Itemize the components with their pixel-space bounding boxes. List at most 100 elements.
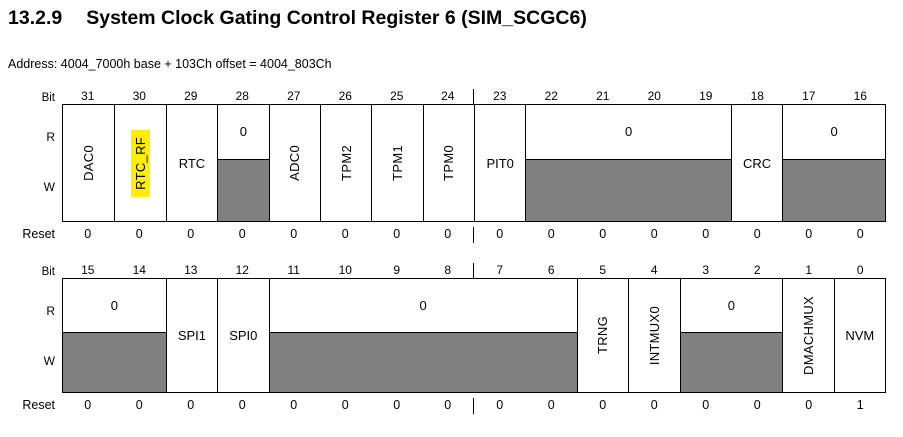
reset-value-bit-4: 0 [650, 398, 658, 412]
reserved-field-cell: 0 [679, 279, 783, 392]
reset-value-bit-22: 0 [547, 227, 555, 241]
reserved-field-cell: 0 [525, 105, 731, 221]
bit-row-label: Bit [41, 266, 55, 278]
read-write-labels: R W [0, 104, 62, 222]
reset-value-bit-18: 0 [753, 227, 761, 241]
reset-value-bit-13: 0 [187, 398, 195, 412]
field-label-intmux0: INTMUX0 [646, 305, 662, 366]
reserved-write-area [218, 158, 269, 221]
reserved-field-cell: 0 [782, 105, 885, 221]
field-label-tpm0: TPM0 [441, 145, 457, 181]
field-cell-adc0: ADC0 [268, 105, 320, 221]
bit-number-27: 27 [287, 89, 301, 103]
reset-value-bit-28: 0 [238, 227, 246, 241]
field-cell-rtc_rf: RTC_RF [114, 105, 166, 221]
register-diagram-bits-15-0: Bit 15 14 13 12 11 10 9 8 7 6 5 4 3 2 1 0 R W 0 SPI1 SPI0… [0, 261, 890, 414]
reset-value-bit-25: 0 [393, 227, 401, 241]
reset-value-bit-27: 0 [290, 227, 298, 241]
field-cell-nvm: NVM [833, 279, 885, 392]
reserved-write-area [680, 331, 783, 392]
bit-number-22: 22 [544, 89, 558, 103]
bit-number-13: 13 [184, 263, 198, 277]
reserved-read-zero: 0 [830, 124, 838, 140]
field-cell-spi0: SPI0 [217, 279, 269, 392]
bit-number-11: 11 [287, 263, 300, 277]
read-label: R [46, 304, 55, 318]
field-box-row: R W DAC0 RTC_RF RTC 0 ADC0 TPM2 TPM1 TPM0 PIT0 0 C… [0, 104, 890, 222]
field-box-row: R W 0 SPI1 SPI0 0 TRNG INTMUX0 0 DMACHMUX NVM [0, 278, 890, 393]
reserved-read-zero: 0 [110, 297, 118, 313]
field-label-crc: CRC [742, 155, 772, 171]
reset-value-bit-8: 0 [423, 398, 474, 414]
field-cell-tpm1: TPM1 [371, 105, 423, 221]
reset-value-bit-29: 0 [187, 227, 195, 241]
bit-number-8: 8 [423, 263, 474, 278]
bit-number-row: Bit 15 14 13 12 11 10 9 8 7 6 5 4 3 2 1 0 [0, 261, 890, 278]
reserved-field-cell: 0 [63, 279, 166, 392]
bit-number-1: 1 [805, 263, 813, 277]
reset-value-bit-1: 0 [805, 398, 813, 412]
bit-numbers: 31 30 29 28 27 26 25 24 23 22 21 20 19 18 17 16 [62, 89, 886, 104]
reset-value-bit-19: 0 [702, 227, 710, 241]
reserved-read-zero: 0 [625, 124, 633, 140]
bit-number-5: 5 [599, 263, 607, 277]
reset-row: Reset 0 0 0 0 0 0 0 0 0 0 0 0 0 0 0 1 [0, 398, 890, 414]
reset-value-bit-15: 0 [84, 398, 92, 412]
reset-value-bit-31: 0 [84, 227, 92, 241]
reserved-field-cell: 0 [217, 105, 269, 221]
bit-number-12: 12 [235, 263, 249, 277]
field-label-tpm2: TPM2 [338, 145, 354, 181]
reset-value-bit-2: 0 [753, 398, 761, 412]
reset-value-bit-12: 0 [238, 398, 246, 412]
field-cell-dmachmux: DMACHMUX [782, 279, 834, 392]
field-label-adc0: ADC0 [287, 145, 303, 181]
page-title: 13.2.9 System Clock Gating Control Regist… [8, 7, 587, 30]
bit-number-31: 31 [81, 89, 95, 103]
field-cell-intmux0: INTMUX0 [628, 279, 680, 392]
reset-value-bit-3: 0 [702, 398, 710, 412]
reserved-write-area [269, 331, 577, 392]
read-label: R [46, 130, 55, 144]
write-label: W [43, 354, 55, 368]
bit-number-19: 19 [699, 89, 713, 103]
field-label-spi0: SPI0 [229, 328, 258, 343]
bit-number-row: Bit 31 30 29 28 27 26 25 24 23 22 21 20 19 18 17 16 [0, 87, 890, 104]
field-cell-crc: CRC [730, 105, 783, 221]
bit-number-30: 30 [132, 89, 146, 103]
bit-number-2: 2 [753, 263, 761, 277]
field-label-trng: TRNG [595, 316, 611, 355]
reset-value-bit-20: 0 [650, 227, 658, 241]
reset-value-bit-16: 0 [856, 227, 864, 241]
bit-numbers: 15 14 13 12 11 10 9 8 7 6 5 4 3 2 1 0 [62, 263, 886, 278]
reset-value-bit-5: 0 [599, 398, 607, 412]
reset-value-bit-24: 0 [423, 227, 474, 243]
write-label: W [43, 180, 55, 194]
bit-number-17: 17 [802, 89, 816, 103]
field-label-rtc: RTC [178, 155, 206, 171]
field-label-nvm: NVM [845, 328, 875, 343]
reserved-write-area [783, 158, 885, 221]
reset-value-bit-23: 0 [496, 227, 504, 241]
bit-number-21: 21 [596, 89, 610, 103]
field-label-rtc_rf: RTC_RF [131, 129, 151, 197]
field-label-pit0: PIT0 [486, 155, 514, 171]
reset-values: 0 0 0 0 0 0 0 0 0 0 0 0 0 0 0 0 [62, 227, 886, 243]
field-label-tpm1: TPM1 [389, 145, 405, 181]
bit-number-20: 20 [647, 89, 661, 103]
bit-number-14: 14 [132, 263, 146, 277]
field-label-dmachmux: DMACHMUX [800, 296, 816, 375]
reset-value-bit-7: 0 [496, 398, 504, 412]
field-cell-pit0: PIT0 [474, 105, 526, 221]
bit-number-23: 23 [493, 89, 507, 103]
bit-number-7: 7 [496, 263, 504, 277]
bit-number-0: 0 [856, 263, 864, 277]
bit-number-29: 29 [184, 89, 198, 103]
reserved-field-cell: 0 [268, 279, 577, 392]
bit-number-16: 16 [853, 89, 867, 103]
reset-row-label: Reset [22, 398, 55, 412]
reserved-read-zero: 0 [419, 297, 427, 313]
reset-value-bit-11: 0 [290, 398, 298, 412]
bit-number-6: 6 [547, 263, 555, 277]
reserved-read-zero: 0 [239, 124, 247, 140]
